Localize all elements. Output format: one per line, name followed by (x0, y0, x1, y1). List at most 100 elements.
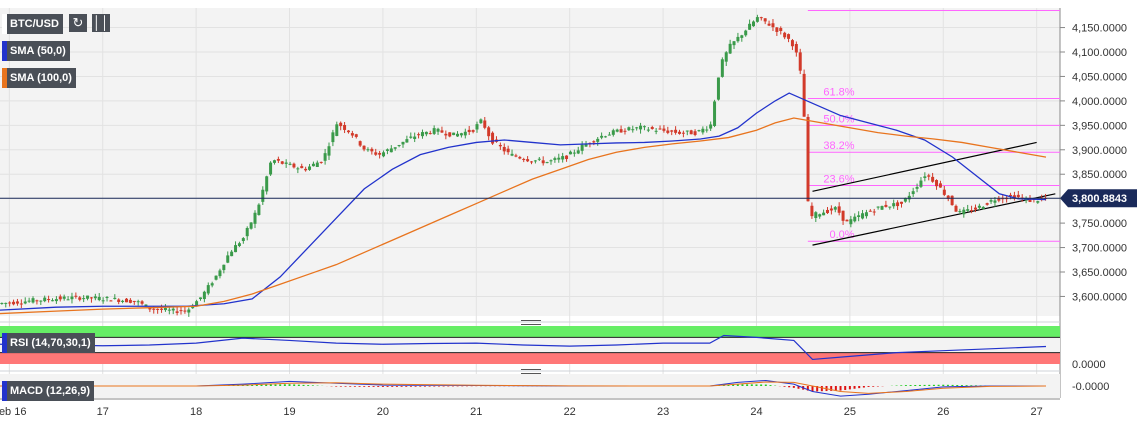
fib-level-label: 61.8% (823, 86, 854, 98)
candle-body (662, 128, 666, 131)
candle-body (666, 130, 670, 133)
candle-body (997, 198, 1001, 201)
candle-body (751, 21, 755, 27)
candle-body (861, 213, 865, 219)
sma100-label[interactable]: SMA (100,0) (2, 68, 76, 88)
candle-body (931, 176, 935, 182)
candle-body (763, 18, 767, 22)
candle-body (183, 310, 187, 312)
candle-body (269, 162, 273, 175)
rsi-overbought-zone (0, 326, 1060, 338)
candle-body (802, 73, 806, 117)
candle-body (491, 132, 495, 144)
candle-body (872, 211, 876, 213)
y-tick-label: 3,750.0000 (1072, 218, 1127, 230)
candle-body (152, 308, 156, 310)
candle-body (366, 149, 370, 151)
candle-body (783, 32, 787, 38)
candle-body (736, 36, 740, 42)
candle-body (428, 133, 432, 135)
sma50-label[interactable]: SMA (50,0) (2, 41, 70, 61)
rsi-line (0, 334, 1047, 361)
refresh-icon[interactable]: ↻ (69, 14, 87, 32)
pane-resize-handle[interactable] (521, 320, 541, 325)
candle-body (440, 130, 444, 133)
candle-body (568, 151, 572, 155)
candle-body (198, 297, 202, 300)
candle-body (409, 136, 413, 138)
candle-body (845, 219, 849, 222)
candle-body (849, 219, 853, 225)
x-tick-label: 27 (1031, 406, 1043, 418)
candle-body (681, 132, 685, 134)
candle-body (576, 150, 580, 154)
candle-body (841, 210, 845, 221)
candle-body (113, 297, 117, 299)
candle-body (206, 285, 210, 294)
candle-body (732, 41, 736, 46)
candle-body (646, 129, 650, 131)
candle-body (615, 129, 619, 132)
candle-body (385, 149, 389, 151)
candle-body (728, 43, 732, 54)
candle-body (140, 301, 144, 304)
candle-body (814, 212, 818, 219)
candle-body (304, 168, 308, 171)
y-tick-label: 4,100.0000 (1072, 47, 1127, 59)
x-tick-label: Feb 16 (0, 406, 26, 418)
candle-body (674, 129, 678, 133)
candle-body (896, 202, 900, 207)
candle-body (857, 215, 861, 218)
candle-body (214, 275, 218, 280)
candle-body (825, 209, 829, 214)
y-tick-label: 3,850.0000 (1072, 169, 1127, 181)
fib-level-label: 50.0% (823, 113, 854, 125)
candle-body (541, 160, 545, 164)
macd-label[interactable]: MACD (12,26,9) (2, 381, 95, 401)
candle-body (744, 30, 748, 36)
candle-body (678, 131, 682, 134)
symbol-label[interactable]: BTC/USD (2, 14, 63, 34)
candle-body (226, 255, 230, 263)
candle-body (160, 308, 164, 310)
pane-resize-handle[interactable] (521, 369, 541, 374)
candle-body (109, 300, 113, 302)
candle-body (880, 206, 884, 210)
candle-body (58, 296, 62, 300)
candle-body (709, 124, 713, 129)
candle-body (1028, 198, 1032, 202)
candle-body (272, 160, 276, 163)
candle-body (35, 300, 39, 302)
candle-body (479, 119, 483, 124)
candle-body (452, 132, 456, 136)
candle-body (518, 156, 522, 159)
candle-body (927, 175, 931, 177)
candle-body (771, 23, 775, 28)
macd-signal-line (0, 381, 1046, 394)
candle-body (755, 17, 759, 22)
candle-body (829, 208, 833, 211)
candle-body (907, 195, 911, 200)
candle-body (935, 180, 939, 187)
candle-body (4, 302, 8, 304)
candle-body (43, 297, 47, 302)
candle-body (748, 23, 752, 30)
candle-body (619, 129, 623, 133)
candle-body (463, 131, 467, 136)
candle-body (0, 302, 4, 304)
x-tick-label: 24 (750, 406, 762, 418)
candle-body (276, 158, 280, 161)
candle-body (697, 130, 701, 132)
bar-chart-icon[interactable]: ││ (92, 14, 110, 32)
candle-body (202, 291, 206, 300)
candle-body (339, 122, 343, 127)
candle-body (973, 207, 977, 210)
candle-body (459, 133, 463, 136)
y-tick-label: 4,000.0000 (1072, 96, 1127, 108)
rsi-label[interactable]: RSI (14,70,30,1) (2, 333, 95, 353)
candle-body (822, 212, 826, 216)
candle-body (311, 163, 315, 167)
fib-level-label: 38.2% (823, 140, 854, 152)
candle-body (117, 299, 121, 302)
